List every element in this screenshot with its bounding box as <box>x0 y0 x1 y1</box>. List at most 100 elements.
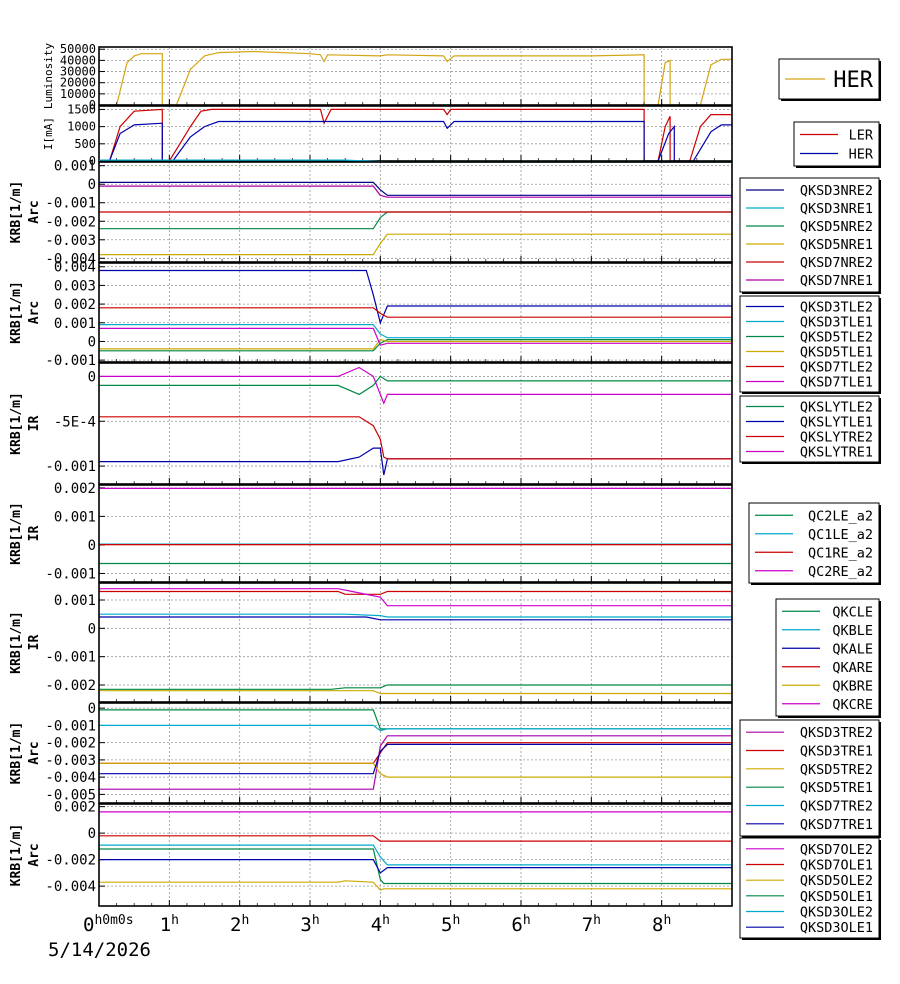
legend-entry: QKSD7TLE1 <box>800 375 873 391</box>
y-axis-label: KRB[1/m] <box>9 722 24 785</box>
panel-arc4: 0.002 0 -0.002 -0.004 KRB[1/m] Arc <box>9 800 733 907</box>
series-line-qksd5tre2 <box>99 762 732 778</box>
legend-entry: QKSD3TRE2 <box>800 725 873 741</box>
legend-entry: QKSD5OLE2 <box>800 873 873 889</box>
ytick-label: -0.003 <box>45 753 96 769</box>
series-line-qksd3ole2 <box>99 844 732 866</box>
ytick-label: -0.001 <box>45 459 96 475</box>
legend-entry: QKSD7NRE1 <box>800 273 873 289</box>
ytick-label: 0 <box>88 701 96 717</box>
series-line-qksd5nre2 <box>99 211 732 230</box>
xtick-label: 6h <box>511 913 530 936</box>
legend-entry: LER <box>849 128 874 144</box>
series-line-qksd3tle1 <box>99 324 732 339</box>
panel-arc3: 0-0.001 -0.002-0.003-0.004-0.005 KRB[1/m] A… <box>9 701 733 804</box>
panel-current: 0 500 1000 1500 I[mA] <box>42 102 733 168</box>
ytick-label: 10000 <box>60 87 96 101</box>
ytick-label: 0.002 <box>54 800 96 816</box>
legend-arc3: QKSD3TRE2 QKSD3TRE1 QKSD5TRE2 QKSD5TRE1 QKSD… <box>739 719 881 838</box>
panel-ir3: 0.001 0 -0.001 -0.002 KRB[1/m] IR <box>9 582 733 703</box>
legend-entry: QKSLYTRE2 <box>800 430 873 446</box>
legend-entry: QKSD5OLE1 <box>800 889 873 905</box>
legend-entry: QKSD3OLE2 <box>800 905 873 921</box>
legend-box <box>739 837 880 939</box>
legend-box <box>793 121 880 167</box>
legend-entry: QKBLE <box>832 623 873 639</box>
series-line-qkslytle1 <box>99 447 732 476</box>
ytick-label: -0.002 <box>45 853 96 869</box>
legend-arc1: QKSD3NRE2 QKSD3NRE1 QKSD5NRE2 QKSD5NRE1 QKSD… <box>739 177 881 294</box>
legend-entry: QC1LE_a2 <box>808 527 873 543</box>
panel-frame <box>98 161 733 263</box>
xtick-label: 7h <box>582 913 601 936</box>
panel-frame <box>98 582 733 703</box>
legend-entry: QKSD3TLE2 <box>800 300 873 316</box>
legend-entry: QC2LE_a2 <box>808 508 873 524</box>
legend-entry: QKSD7TRE1 <box>800 817 873 833</box>
series-line-qkble <box>99 613 732 618</box>
ytick-label: 0.001 <box>54 593 96 609</box>
legend-box <box>739 177 880 293</box>
legend-entry: QKBRE <box>832 678 873 694</box>
ytick-label: -5E-4 <box>54 414 96 430</box>
xtick-label: 3h <box>300 913 319 936</box>
legend-entry: QKSD3NRE1 <box>800 201 873 217</box>
ytick-label: 0.002 <box>54 297 96 313</box>
legend-box <box>739 295 880 393</box>
y-axis-label: KRB[1/m] <box>9 392 24 455</box>
legend-entry: QKSD7TRE2 <box>800 799 873 815</box>
legend-entry: QC1RE_a2 <box>808 545 873 561</box>
legend-entry: QKSD3TRE1 <box>800 744 873 760</box>
series-line-qksd3tle2 <box>99 269 732 325</box>
legend-entry: HER <box>849 147 874 163</box>
legend-entry: QKSLYTLE2 <box>800 400 873 416</box>
legend-entry: QKSD5NRE1 <box>800 237 873 253</box>
panel-frame <box>98 105 733 162</box>
series-line-qkslytre1 <box>99 366 732 405</box>
ytick-label: 0 <box>88 177 96 193</box>
legend-entry: QKSD5TLE2 <box>800 330 873 346</box>
xtick-label: 8h <box>652 913 671 936</box>
legend-entry: HER <box>833 68 873 93</box>
series-line-qksd7tle1 <box>99 327 732 346</box>
series-line-qkslytre2 <box>99 416 732 460</box>
panel-frame <box>98 484 733 583</box>
series-line-qksd3nre2 <box>99 181 732 196</box>
series-line-qksd7tre2 <box>99 724 732 732</box>
legend-entry: QKSLYTLE1 <box>800 415 873 431</box>
legend-entry: QKSD7NRE2 <box>800 255 873 271</box>
ytick-label: 0 <box>88 621 96 637</box>
y-axis-sublabel: Arc <box>27 741 42 764</box>
panel-frame <box>98 702 733 804</box>
legend-entry: QKSD5TLE1 <box>800 345 873 361</box>
series-line-qksd7tle2 <box>99 307 732 318</box>
ytick-label: 0.004 <box>54 260 96 276</box>
legend-entry: QKCRE <box>832 697 873 713</box>
ytick-label: 50000 <box>60 42 96 56</box>
ytick-label: 0.001 <box>54 159 96 175</box>
ytick-label: 0 <box>88 369 96 385</box>
xtick-label: 5h <box>441 913 460 936</box>
ytick-label: 20000 <box>60 76 96 90</box>
series-line-her <box>99 50 732 106</box>
series-line-qksd7tre1 <box>99 743 732 775</box>
series-line-qksd3ole1 <box>99 859 732 874</box>
series-line-qksd7nre1 <box>99 185 732 198</box>
xtick-label: 0h0m0s <box>83 913 134 936</box>
ytick-label: -0.005 <box>45 787 96 803</box>
xtick-label: 1h <box>160 913 179 936</box>
series-line-qksd5tle2 <box>99 339 732 352</box>
y-axis-label: KRB[1/m] <box>9 824 24 887</box>
legend-entry: QKSLYTRE1 <box>800 445 873 461</box>
legend-entry: QKSD7OLE1 <box>800 858 873 874</box>
series-line-qksd5tle1 <box>99 338 732 350</box>
legend-entry: QKSD3TLE1 <box>800 315 873 331</box>
legend-entry: QKCLE <box>832 604 873 620</box>
panel-arc1: 0.001 0 -0.001 -0.002 -0.003 -0.004 KRB[1/m] Ar… <box>9 159 733 267</box>
ytick-label: 0.003 <box>54 278 96 294</box>
series-line-qksd7ole1 <box>99 835 732 842</box>
legend-entry: QKSD5TRE2 <box>800 762 873 778</box>
y-axis-sublabel: Arc <box>27 843 42 866</box>
